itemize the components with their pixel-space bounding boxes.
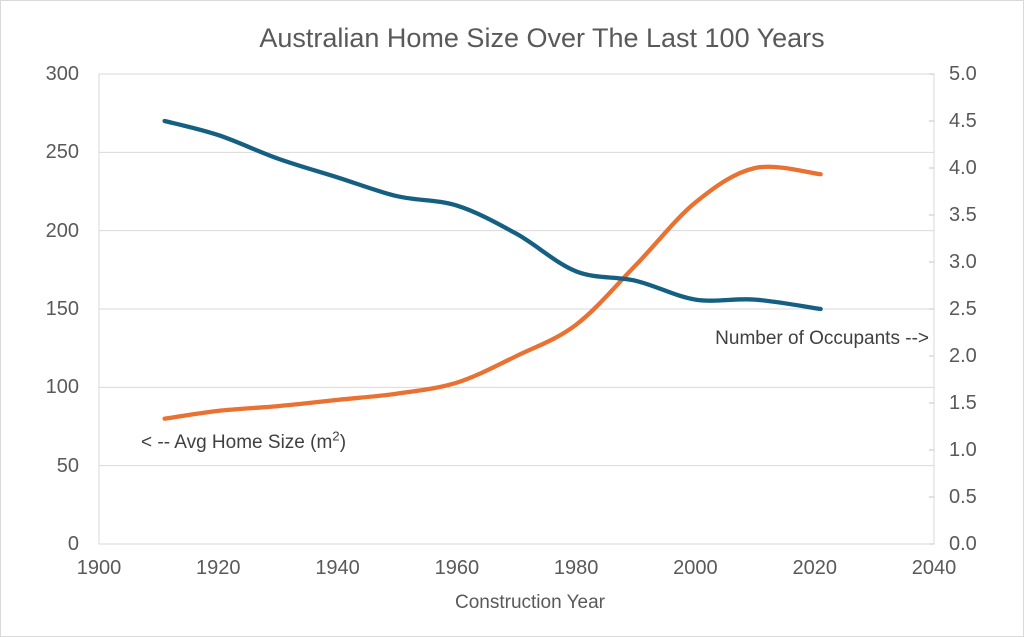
y-right-tick-label: 3.5 (949, 204, 977, 226)
y-right-tick-label: 5.0 (949, 63, 977, 85)
series-line-home-size (162, 164, 823, 421)
y-right-tick-label: 3.0 (949, 251, 977, 273)
x-tick-label: 1920 (196, 557, 241, 579)
annotation-occupants: Number of Occupants --> (715, 328, 929, 349)
x-tick-label: 1960 (434, 557, 480, 579)
annotation-avg-home-size: < -- Avg Home Size (m2) (141, 428, 347, 454)
x-tick-label: 2040 (911, 557, 957, 579)
y-left-tick-label: 300 (45, 63, 79, 85)
y-right-tick-label: 2.0 (949, 345, 977, 367)
x-axis-title: Construction Year (455, 592, 605, 613)
y-right-tick-label: 1.5 (949, 392, 977, 414)
series-line-occupants (162, 118, 823, 312)
annotation-avg-home-size-superscript: 2 (332, 428, 340, 444)
y-right-tick-label: 4.5 (949, 110, 977, 132)
y-left-tick-label: 0 (67, 533, 79, 555)
x-tick-label: 1900 (76, 557, 122, 579)
y-left-tick-label: 150 (45, 298, 79, 320)
y-left-tick-label: 100 (45, 376, 79, 399)
x-tick-label: 1940 (315, 557, 360, 579)
y-right-tick-label: 2.5 (949, 298, 977, 320)
y-left-tick-label: 250 (45, 141, 79, 164)
y-right-tick-label: 0.5 (949, 486, 977, 508)
x-tick-label: 2020 (792, 557, 837, 579)
y-right-tick-label: 0.0 (949, 533, 977, 555)
x-tick-label: 2000 (673, 557, 718, 579)
y-left-tick-label: 50 (56, 454, 79, 477)
y-right-tick-label: 1.0 (949, 439, 977, 461)
chart-title: Australian Home Size Over The Last 100 Y… (259, 23, 825, 53)
x-tick-label: 1980 (553, 557, 599, 579)
annotation-avg-home-size-text: < -- Avg Home Size (m (141, 432, 333, 453)
annotation-avg-home-size-suffix: ) (339, 432, 347, 453)
y-right-tick-label: 4.0 (949, 157, 977, 179)
y-left-tick-label: 200 (45, 219, 79, 242)
